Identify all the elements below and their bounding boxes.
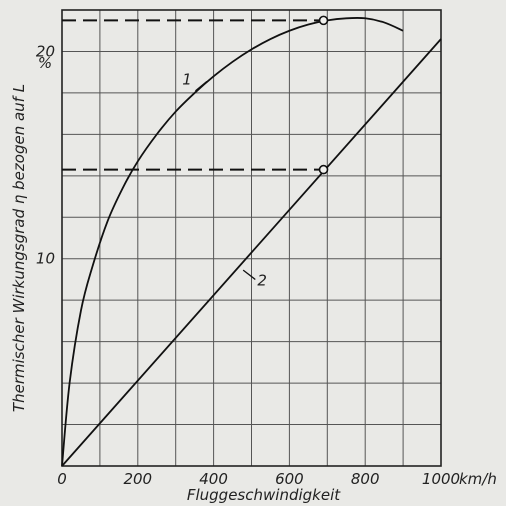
x-tick-label: 800	[351, 470, 380, 488]
y-axis-label: Thermischer Wirkungsgrad η bezogen auf L	[10, 84, 28, 412]
plot-frame	[61, 9, 442, 467]
x-axis-unit: km/h	[459, 470, 497, 488]
x-tick-label: 600	[275, 470, 304, 488]
series-1-leader	[194, 81, 208, 92]
grid	[62, 9, 441, 466]
series-2-line	[61, 38, 442, 467]
series-2-leader	[242, 269, 256, 280]
x-tick-labels: 0 200 400 600 800 1000	[57, 470, 460, 488]
marker-point	[318, 15, 329, 26]
series-1-label: 1	[182, 71, 192, 89]
y-tick-label: 20	[36, 42, 55, 60]
marker-point	[318, 164, 329, 175]
markers	[318, 15, 329, 175]
y-axis-unit: %	[38, 54, 52, 72]
series-1-line	[61, 16, 404, 467]
reference-lines	[62, 19, 324, 171]
series-2-label: 2	[257, 272, 267, 290]
axis-labels: Fluggeschwindigkeit km/h Thermischer Wir…	[10, 54, 497, 504]
x-tick-label: 200	[123, 470, 152, 488]
series-group	[61, 16, 442, 467]
x-tick-label: 400	[199, 470, 228, 488]
y-tick-label: 10	[36, 250, 55, 268]
y-tick-labels: 10 20	[36, 42, 55, 267]
x-tick-label: 1000	[422, 470, 460, 488]
x-axis-label: Fluggeschwindigkeit	[187, 486, 341, 504]
x-tick-label: 0	[57, 470, 67, 488]
